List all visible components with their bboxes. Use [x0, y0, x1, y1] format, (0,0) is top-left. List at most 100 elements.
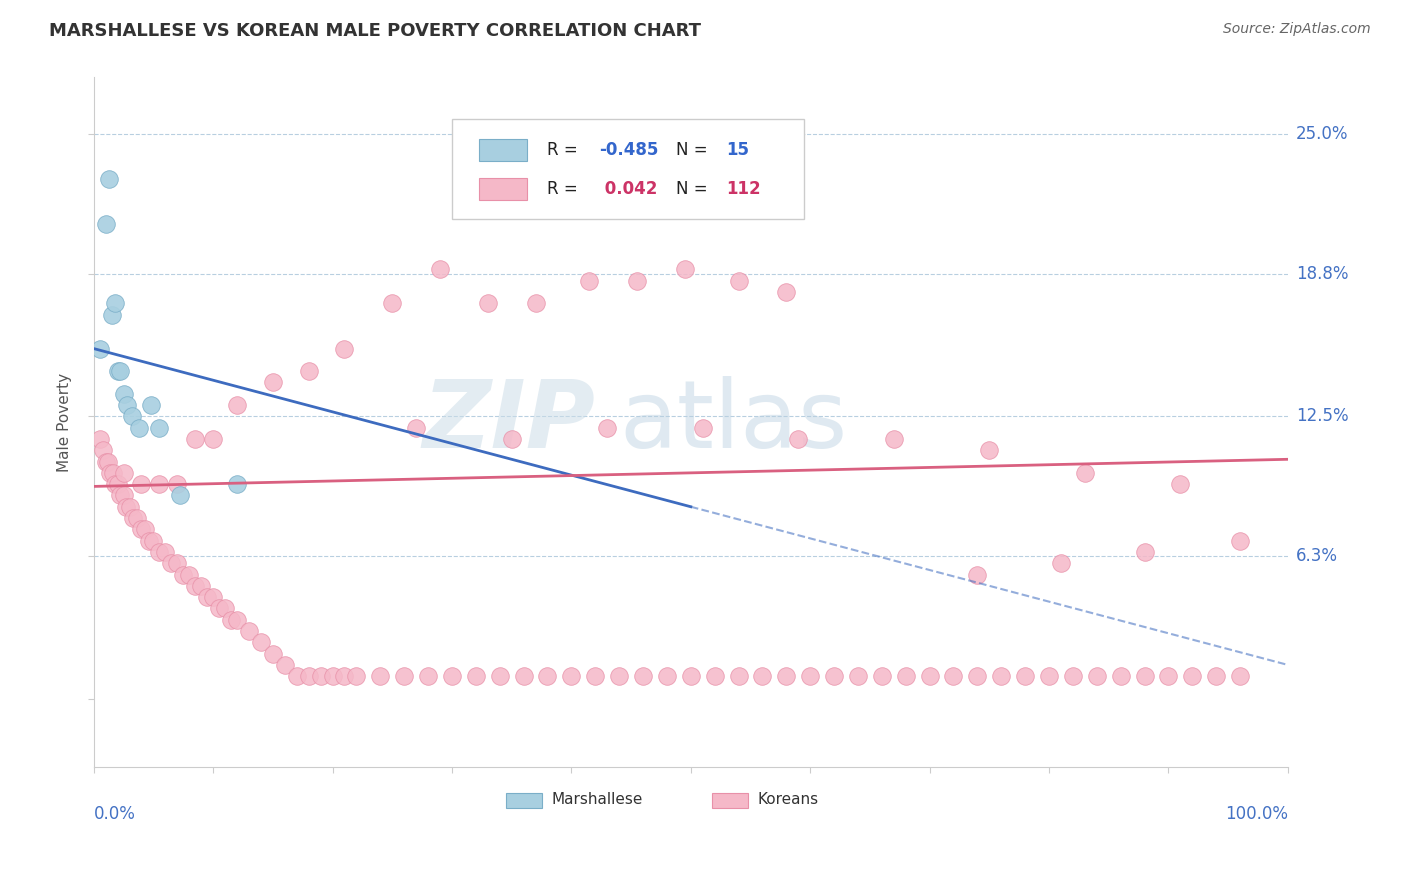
Text: -0.485: -0.485: [599, 141, 658, 159]
Point: [262, 376, 284, 390]
Point: [148, 545, 170, 559]
Text: 0.0%: 0.0%: [94, 805, 135, 823]
Point: [104, 296, 127, 310]
Point: [1229, 533, 1251, 548]
Point: [100, 466, 122, 480]
Point: [751, 669, 773, 683]
Point: [115, 500, 138, 514]
Point: [883, 432, 905, 446]
Point: [226, 613, 249, 627]
Point: [536, 669, 558, 683]
Point: [477, 296, 499, 310]
Point: [1074, 466, 1097, 480]
Point: [148, 420, 170, 434]
Point: [333, 669, 356, 683]
Point: [1085, 669, 1108, 683]
Point: [169, 488, 191, 502]
Point: [107, 477, 129, 491]
FancyBboxPatch shape: [506, 793, 541, 808]
Point: [100, 308, 122, 322]
Point: [128, 420, 150, 434]
Point: [250, 635, 273, 649]
Point: [322, 669, 344, 683]
Text: Source: ZipAtlas.com: Source: ZipAtlas.com: [1223, 22, 1371, 37]
Point: [112, 488, 135, 502]
Point: [626, 274, 648, 288]
Point: [89, 342, 111, 356]
FancyBboxPatch shape: [479, 178, 527, 200]
Point: [179, 567, 201, 582]
Point: [990, 669, 1012, 683]
Point: [121, 409, 143, 424]
Text: 112: 112: [727, 180, 761, 198]
Point: [138, 533, 160, 548]
Point: [703, 669, 725, 683]
Point: [262, 647, 284, 661]
Y-axis label: Male Poverty: Male Poverty: [58, 373, 72, 472]
Point: [464, 669, 486, 683]
Point: [512, 669, 534, 683]
Point: [98, 172, 121, 186]
Point: [112, 466, 135, 480]
Point: [142, 533, 165, 548]
Text: atlas: atlas: [619, 376, 848, 468]
Point: [112, 386, 135, 401]
Point: [1133, 545, 1156, 559]
Point: [775, 669, 797, 683]
Point: [488, 669, 510, 683]
Point: [184, 432, 207, 446]
Point: [692, 420, 714, 434]
Point: [679, 669, 702, 683]
Point: [346, 669, 368, 683]
Point: [501, 432, 523, 446]
Point: [160, 556, 183, 570]
Point: [107, 364, 129, 378]
Text: 25.0%: 25.0%: [1296, 125, 1348, 143]
Point: [1205, 669, 1227, 683]
Point: [1014, 669, 1036, 683]
Point: [274, 657, 297, 672]
Point: [727, 669, 749, 683]
Text: N =: N =: [676, 180, 713, 198]
Point: [429, 262, 451, 277]
Point: [966, 567, 988, 582]
Point: [195, 590, 218, 604]
Point: [1157, 669, 1180, 683]
Text: R =: R =: [547, 180, 583, 198]
Point: [846, 669, 869, 683]
Point: [125, 511, 148, 525]
Point: [799, 669, 821, 683]
Point: [166, 477, 188, 491]
Point: [524, 296, 547, 310]
Point: [894, 669, 917, 683]
Point: [94, 454, 117, 468]
Point: [226, 477, 249, 491]
Point: [979, 443, 1001, 458]
Point: [368, 669, 391, 683]
Point: [190, 579, 212, 593]
Point: [238, 624, 260, 638]
Point: [1062, 669, 1084, 683]
Point: [131, 477, 153, 491]
Point: [208, 601, 231, 615]
Point: [101, 466, 124, 480]
Point: [727, 274, 749, 288]
Point: [673, 262, 696, 277]
Text: 12.5%: 12.5%: [1296, 408, 1348, 425]
Point: [122, 511, 145, 525]
Point: [115, 398, 138, 412]
Point: [1229, 669, 1251, 683]
Text: 15: 15: [727, 141, 749, 159]
Point: [148, 477, 170, 491]
Point: [108, 488, 131, 502]
Point: [583, 669, 606, 683]
Text: N =: N =: [676, 141, 713, 159]
Point: [166, 556, 188, 570]
Point: [1181, 669, 1204, 683]
Text: 100.0%: 100.0%: [1225, 805, 1288, 823]
Point: [966, 669, 988, 683]
Text: 18.8%: 18.8%: [1296, 265, 1348, 283]
Point: [89, 432, 111, 446]
Point: [333, 342, 356, 356]
Point: [381, 296, 404, 310]
